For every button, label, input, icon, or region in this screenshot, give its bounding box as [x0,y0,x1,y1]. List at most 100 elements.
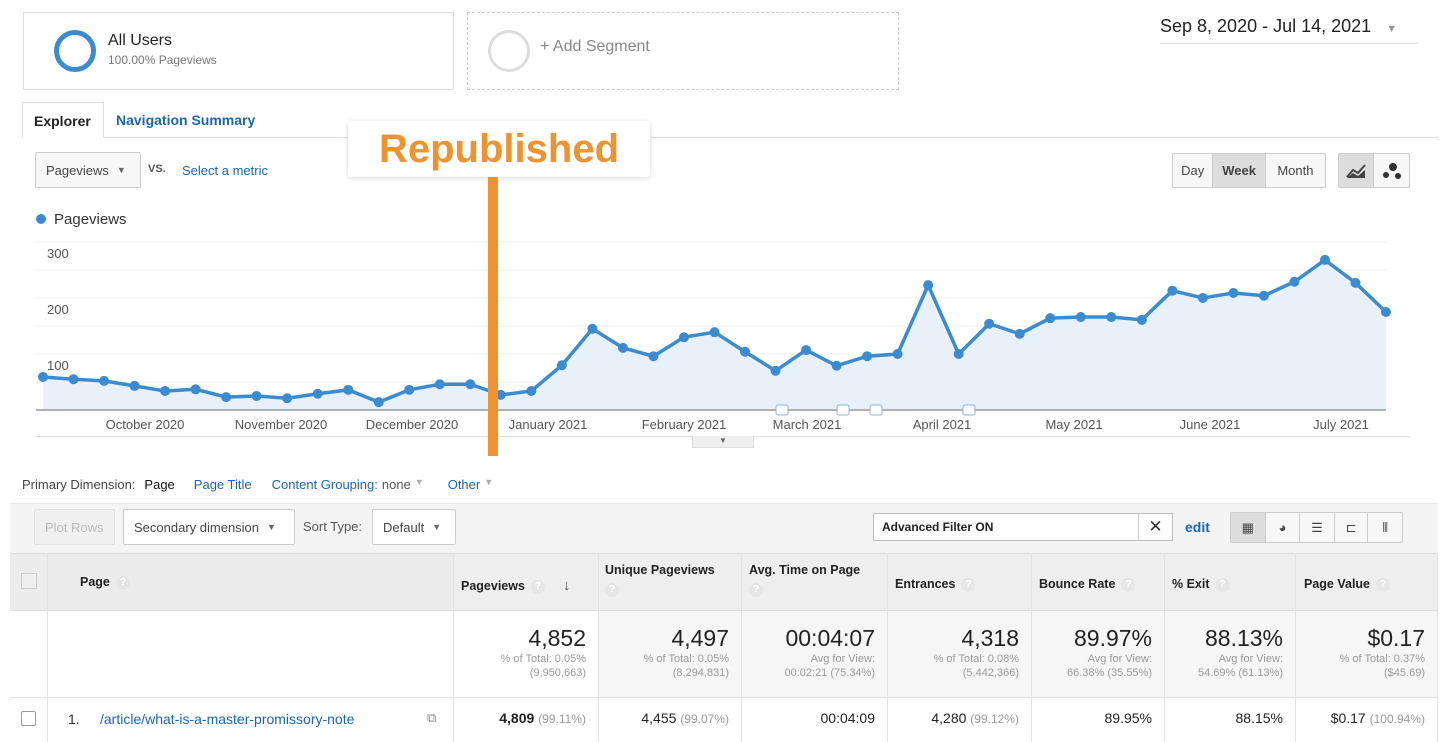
dimension-page-title[interactable]: Page Title [193,477,252,492]
data-point[interactable] [160,385,171,396]
select-all-checkbox[interactable] [21,573,37,589]
data-point[interactable] [892,349,903,359]
column-header-avg-time[interactable]: Avg. Time on Page? [749,563,861,597]
edit-filter-link[interactable]: edit [1185,519,1210,535]
pie-view-icon[interactable]: ◕ [1266,513,1301,542]
advanced-filter-input[interactable]: Advanced Filter ON [873,513,1173,541]
data-point[interactable] [556,360,567,371]
dimension-page[interactable]: Page [144,477,175,492]
column-divider [598,553,599,742]
annotation-marker-icon[interactable] [869,404,883,416]
sort-type-value: Default [383,519,425,535]
column-header-page-value[interactable]: Page Value? [1304,577,1391,592]
data-point[interactable] [831,360,842,371]
data-point[interactable] [1045,313,1056,324]
pivot-view-icon[interactable]: ⦀ [1382,519,1389,535]
annotation-marker-icon[interactable] [775,404,789,416]
add-segment-button[interactable]: + Add Segment [467,12,899,90]
column-header-bounce-rate[interactable]: Bounce Rate? [1039,577,1136,592]
data-point[interactable] [678,332,689,343]
data-point[interactable] [617,342,628,353]
content-grouping-value[interactable]: none [381,477,411,492]
data-point[interactable] [862,351,873,362]
data-point[interactable] [190,384,201,395]
day-button[interactable]: Day [1173,154,1214,187]
week-button[interactable]: Week [1213,154,1266,187]
column-header-pageviews[interactable]: Pageviews? ↓ [461,577,571,594]
data-point[interactable] [1075,312,1086,323]
data-point[interactable] [1350,277,1361,288]
data-point[interactable] [434,379,445,390]
data-point[interactable] [1167,285,1178,296]
data-point[interactable] [1381,307,1391,317]
chart-collapse-handle[interactable]: ▼ [692,436,754,448]
open-page-icon[interactable]: ⧉ [427,710,437,725]
data-point[interactable] [923,280,934,291]
data-point[interactable] [38,371,48,382]
segment-all-users[interactable]: All Users 100.00% Pageviews [23,12,454,90]
data-point[interactable] [1289,276,1300,287]
metric-select[interactable]: Pageviews ▼ [35,152,141,188]
data-point[interactable] [465,379,476,390]
data-point[interactable] [709,327,720,338]
data-point[interactable] [373,397,384,408]
month-button[interactable]: Month [1277,163,1314,178]
data-point[interactable] [221,392,232,403]
sort-desc-arrow-icon: ↓ [562,577,571,594]
data-point[interactable] [68,374,79,385]
select-metric-link[interactable]: Select a metric [182,163,268,178]
caret-down-icon: ▼ [484,477,494,487]
row-checkbox[interactable] [21,711,36,726]
legend-dot [36,214,46,224]
dimension-content-grouping[interactable]: Content Grouping: [271,477,378,492]
data-point[interactable] [801,345,812,356]
data-point[interactable] [1228,287,1239,298]
data-point[interactable] [587,323,598,334]
annotation-marker-icon[interactable] [836,404,850,416]
data-point[interactable] [343,384,354,395]
data-point[interactable] [312,388,323,399]
x-tick-label: November 2020 [235,417,328,432]
data-point[interactable] [251,391,262,401]
data-point[interactable] [953,349,964,359]
data-point[interactable] [770,365,781,376]
data-point[interactable] [1197,293,1208,303]
dimension-other[interactable]: Other [447,477,481,492]
data-point[interactable] [282,393,293,404]
column-header-unique-pageviews[interactable]: Unique Pageviews? [605,563,715,597]
row-page-link[interactable]: /article/what-is-a-master-promissory-not… [100,711,355,727]
column-header-entrances[interactable]: Entrances? [895,577,976,592]
date-range-picker[interactable]: Sep 8, 2020 - Jul 14, 2021 ▼ [1160,16,1418,44]
cell-percent: (99.07%) [680,712,729,726]
column-header-page[interactable]: Page? [80,575,130,590]
primary-dimension-bar: Primary Dimension: Page Page Title Conte… [22,477,493,492]
clear-filter-icon[interactable]: ✕ [1138,514,1172,540]
tab-explorer[interactable]: Explorer [22,102,104,138]
comparison-view-icon[interactable]: ⊏ [1335,513,1369,542]
table-view-icon[interactable]: ▦ [1231,513,1266,542]
tab-navigation-summary[interactable]: Navigation Summary [116,112,256,128]
secondary-dimension-select[interactable]: Secondary dimension ▼ [123,509,295,545]
plot-rows-button[interactable]: Plot Rows [34,509,115,545]
data-point[interactable] [404,384,415,395]
data-point[interactable] [1258,290,1269,301]
annotation-marker-icon[interactable] [962,404,976,416]
line-chart-icon[interactable] [1339,154,1375,187]
sort-type-select[interactable]: Default ▼ [372,509,456,545]
motion-chart-icon[interactable] [1374,154,1409,187]
column-divider [1031,553,1032,742]
column-header-exit[interactable]: % Exit? [1172,577,1230,592]
data-point[interactable] [648,351,659,362]
data-point[interactable] [99,375,110,386]
data-point[interactable] [984,318,995,329]
data-point[interactable] [1319,254,1330,265]
cell-percent: (100.94%) [1369,712,1425,726]
data-point[interactable] [495,389,506,400]
data-point[interactable] [740,346,751,357]
data-point[interactable] [129,380,140,391]
performance-view-icon[interactable]: ☰ [1300,513,1335,542]
data-point[interactable] [526,385,537,396]
data-point[interactable] [1136,314,1147,325]
data-point[interactable] [1106,312,1117,323]
data-point[interactable] [1014,328,1025,339]
